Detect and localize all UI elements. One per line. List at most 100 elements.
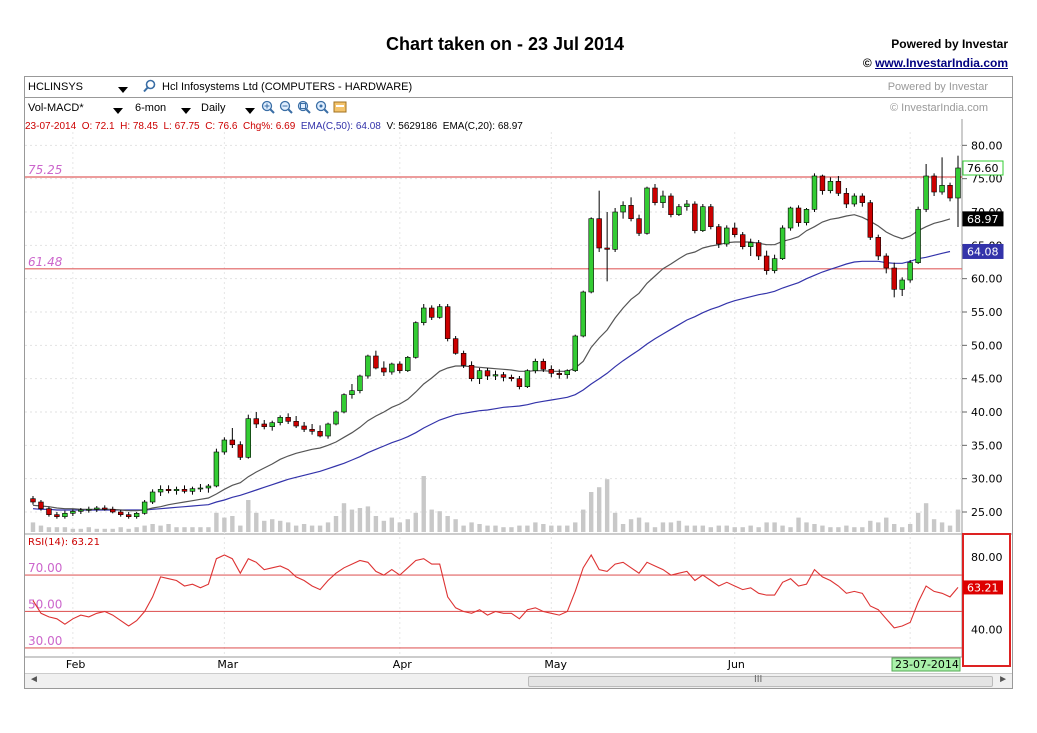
scroll-right-icon[interactable]: ► bbox=[998, 674, 1008, 685]
zoom-reset-icon[interactable] bbox=[315, 100, 329, 117]
scrollbar-thumb[interactable]: III bbox=[528, 674, 993, 687]
volume-bar bbox=[828, 527, 833, 532]
candle-body bbox=[452, 338, 459, 354]
ema20-line bbox=[32, 214, 951, 512]
volume-bar bbox=[365, 506, 371, 532]
volume-bar bbox=[182, 527, 187, 532]
candle-body bbox=[636, 218, 642, 234]
horizontal-scrollbar[interactable]: ◄ III ► bbox=[25, 673, 1012, 688]
candle-body bbox=[859, 195, 866, 203]
candle-body bbox=[436, 306, 443, 318]
volume-bar bbox=[676, 520, 682, 532]
volume-bar bbox=[277, 520, 283, 532]
interval-dropdown-icon[interactable] bbox=[245, 105, 255, 117]
candle-body bbox=[197, 487, 204, 490]
candle-body bbox=[102, 507, 108, 510]
candle-body bbox=[484, 370, 491, 377]
symbol-dropdown-icon[interactable] bbox=[118, 84, 128, 96]
volume-bar bbox=[333, 516, 339, 532]
candle-body bbox=[365, 355, 371, 377]
volume-bar bbox=[54, 527, 60, 532]
info-ema50-label: EMA(C,50): bbox=[300, 121, 354, 132]
chart-svg[interactable]: 80.0075.0070.0065.0060.0055.0050.0045.00… bbox=[25, 77, 1012, 673]
volume-bar bbox=[565, 525, 570, 532]
settings-icon[interactable] bbox=[333, 100, 347, 117]
ema50-line bbox=[32, 250, 951, 511]
candle-body bbox=[508, 377, 515, 379]
volume-bar bbox=[405, 519, 410, 532]
candle-body bbox=[245, 418, 251, 458]
price-badge-close bbox=[962, 160, 1004, 176]
volume-bar bbox=[907, 524, 913, 532]
candle-body bbox=[827, 181, 834, 191]
volume-bar bbox=[581, 509, 586, 532]
investar-link[interactable]: www.InvestarIndia.com bbox=[875, 56, 1008, 70]
volume-bar bbox=[389, 517, 395, 532]
y-tick-label: 50.00 bbox=[971, 339, 1003, 352]
volume-bar bbox=[118, 527, 123, 532]
rsi-label: RSI(14): 63.21 bbox=[28, 537, 100, 548]
volume-bar bbox=[588, 492, 594, 532]
candle-body bbox=[811, 175, 818, 210]
candle-body bbox=[612, 211, 618, 250]
range-dropdown-icon[interactable] bbox=[181, 105, 191, 117]
volume-bar bbox=[230, 516, 235, 532]
indicator-select[interactable]: Vol-MACD* bbox=[28, 102, 84, 114]
volume-bar bbox=[628, 519, 634, 532]
x-tick-label: May bbox=[544, 658, 567, 671]
candle-body bbox=[397, 363, 403, 371]
candle-body bbox=[125, 514, 132, 517]
volume-bar bbox=[62, 527, 68, 532]
candle-body bbox=[596, 218, 602, 249]
volume-bar bbox=[78, 528, 84, 532]
x-tick-label: Jun bbox=[727, 658, 745, 671]
candle-body bbox=[269, 422, 275, 427]
candle-body bbox=[628, 205, 634, 219]
info-high: H: 78.45 bbox=[120, 121, 158, 132]
zoom-fit-icon[interactable] bbox=[297, 100, 311, 117]
candle-body bbox=[261, 423, 267, 427]
volume-bar bbox=[246, 500, 251, 532]
rsi-level-label: 50.00 bbox=[28, 597, 62, 611]
candle-body bbox=[110, 509, 116, 513]
candle-body bbox=[835, 181, 842, 194]
volume-bar bbox=[285, 522, 291, 532]
volume-bar bbox=[461, 525, 466, 532]
candle-body bbox=[939, 185, 945, 193]
info-chg: Chg%: 6.69 bbox=[243, 121, 296, 132]
zoom-in-icon[interactable] bbox=[261, 100, 275, 117]
candle-body bbox=[795, 207, 802, 223]
candle-body bbox=[229, 439, 236, 445]
zoom-out-icon[interactable] bbox=[279, 100, 293, 117]
volume-bar bbox=[166, 524, 171, 532]
candle-body bbox=[540, 361, 547, 370]
volume-bar bbox=[413, 512, 418, 532]
interval-select[interactable]: Daily bbox=[201, 102, 226, 114]
symbol-field[interactable]: HCLINSYS bbox=[28, 81, 84, 93]
y-tick-label: 80.00 bbox=[971, 139, 1003, 152]
y-tick-label: 35.00 bbox=[971, 439, 1003, 452]
indicator-dropdown-icon[interactable] bbox=[113, 105, 123, 117]
range-select[interactable]: 6-mon bbox=[135, 102, 167, 114]
volume-bar bbox=[134, 527, 139, 532]
volume-bar bbox=[612, 512, 618, 532]
search-icon[interactable] bbox=[143, 79, 156, 96]
candle-body bbox=[843, 193, 850, 205]
volume-bar bbox=[30, 522, 36, 532]
candle-body bbox=[708, 206, 714, 227]
volume-bar bbox=[812, 524, 817, 532]
volume-bar bbox=[270, 519, 275, 532]
x-tick-label: Apr bbox=[393, 658, 413, 671]
y-tick-label: 60.00 bbox=[971, 273, 1003, 286]
scroll-left-icon[interactable]: ◄ bbox=[29, 674, 39, 685]
powered-by-label: Powered by Investar bbox=[891, 37, 1008, 51]
candle-body bbox=[237, 444, 244, 458]
volume-bar bbox=[892, 524, 897, 532]
y-tick-label: 55.00 bbox=[971, 306, 1003, 319]
volume-bar bbox=[238, 525, 243, 532]
candle-body bbox=[604, 247, 610, 250]
candle-body bbox=[716, 226, 722, 245]
volume-bar bbox=[158, 525, 163, 532]
copyright-symbol: © bbox=[862, 56, 872, 70]
volume-bar bbox=[477, 524, 482, 532]
